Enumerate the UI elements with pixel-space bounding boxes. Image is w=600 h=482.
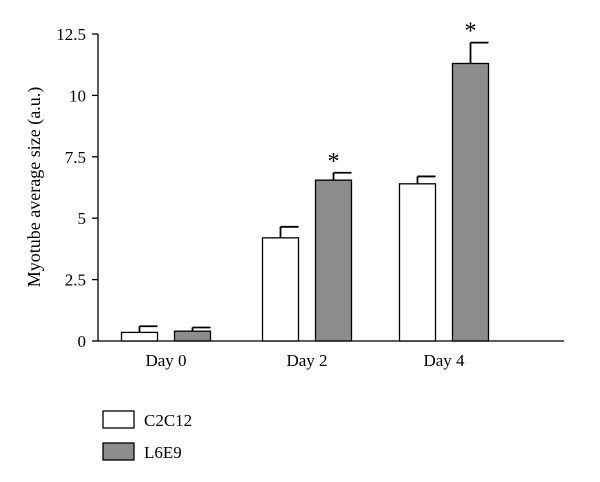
y-ticks: 0 2.5 5 7.5 10 12.5 [56, 25, 98, 351]
bar-l6e9-day-2 [314, 179, 353, 342]
bar-c2c12-day-4 [398, 183, 437, 342]
bar-c2c12-day-0 [120, 331, 159, 342]
y-tick-label: 2.5 [65, 271, 86, 290]
bar-l6e9-day-0 [173, 330, 212, 342]
x-tick-label: Day 0 [145, 351, 186, 370]
y-axis: 0 2.5 5 7.5 10 12.5 [56, 25, 99, 351]
legend-swatch-c2c12 [102, 410, 135, 429]
x-tick-label: Day 4 [423, 351, 465, 370]
legend-swatch-l6e9 [102, 442, 135, 461]
bar-l6e9-day-4 [451, 62, 490, 342]
significance-marker: * [328, 149, 340, 175]
legend: C2C12 L6E9 [102, 410, 192, 462]
y-tick-label: 5 [78, 209, 87, 228]
x-ticks: Day 0 Day 2 Day 4 [145, 351, 465, 370]
significance-marker: * [465, 19, 477, 45]
bar-c2c12-day-2 [261, 237, 300, 342]
y-tick-label: 12.5 [56, 25, 86, 44]
x-axis: Day 0 Day 2 Day 4 [98, 340, 564, 370]
y-tick-label: 10 [69, 86, 86, 105]
y-tick-label: 7.5 [65, 148, 86, 167]
y-axis-title: Myotube average size (a.u.) [24, 87, 45, 287]
y-tick-label: 0 [78, 332, 87, 351]
x-tick-label: Day 2 [286, 351, 327, 370]
legend-label-c2c12: C2C12 [144, 411, 192, 430]
bars: ** [120, 19, 490, 342]
legend-label-l6e9: L6E9 [144, 443, 182, 462]
